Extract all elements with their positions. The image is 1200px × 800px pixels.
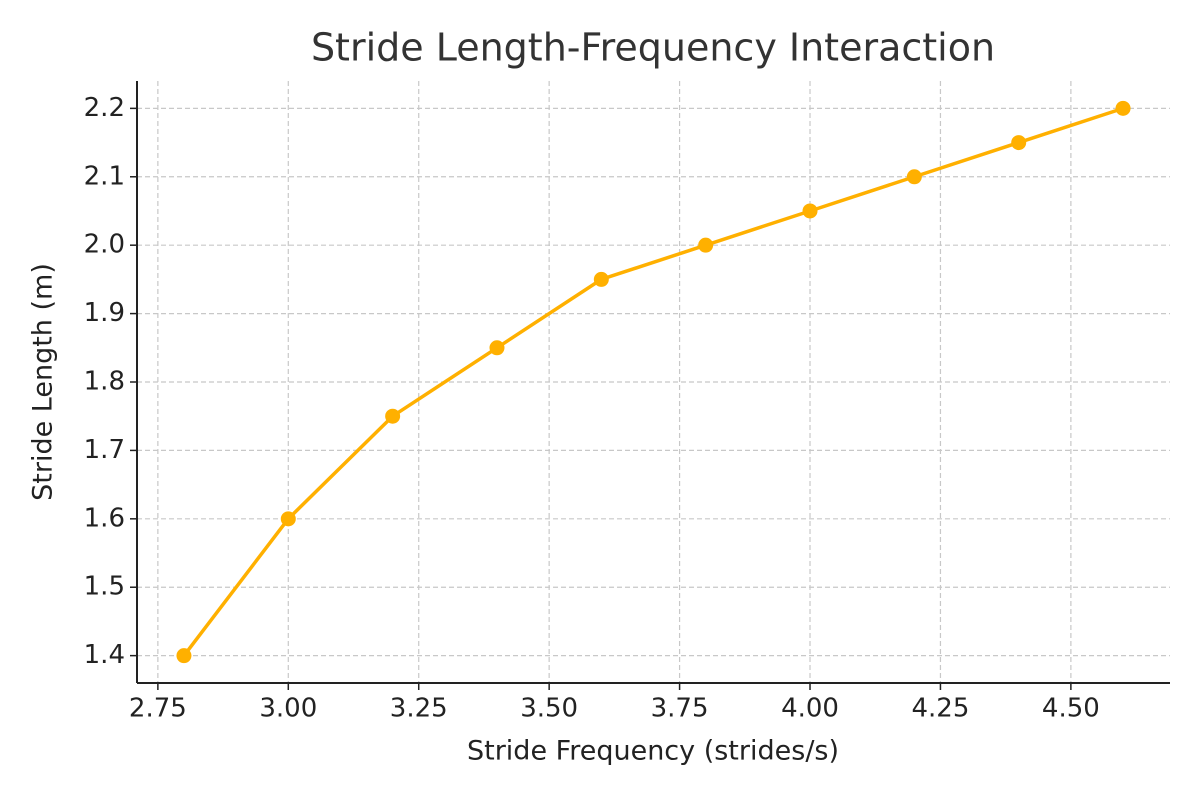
- y-tick-label: 2.0: [84, 230, 125, 260]
- x-axis-label: Stride Frequency (strides/s): [467, 736, 839, 767]
- y-tick-label: 2.2: [84, 93, 125, 123]
- data-point: [802, 203, 818, 219]
- data-point: [1115, 100, 1131, 116]
- data-point: [1011, 135, 1027, 151]
- y-axis-label: Stride Length (m): [28, 263, 59, 501]
- y-tick-label: 1.8: [84, 367, 125, 397]
- chart-title: Stride Length-Frequency Interaction: [311, 26, 995, 70]
- x-tick-label: 4.00: [781, 694, 839, 724]
- data-point: [385, 408, 401, 424]
- data-point: [280, 511, 296, 527]
- y-tick-label: 1.5: [84, 572, 125, 602]
- x-tick-label: 4.25: [911, 694, 969, 724]
- x-tick-label: 2.75: [129, 694, 187, 724]
- x-tick-label: 3.00: [259, 694, 317, 724]
- y-tick-label: 1.9: [84, 298, 125, 328]
- y-tick-label: 1.7: [84, 435, 125, 465]
- y-tick-label: 1.6: [84, 503, 125, 533]
- x-tick-label: 3.50: [520, 694, 578, 724]
- data-line: [182, 106, 1124, 657]
- data-point: [593, 271, 609, 287]
- x-tick-label: 3.25: [390, 694, 448, 724]
- x-tick-label: 4.50: [1042, 694, 1100, 724]
- x-tick-label: 3.75: [651, 694, 709, 724]
- data-point: [489, 340, 505, 356]
- data-point: [906, 169, 922, 185]
- y-tick-label: 1.4: [84, 640, 125, 670]
- y-tick-label: 2.1: [84, 161, 125, 191]
- data-point: [176, 648, 192, 664]
- data-point: [698, 237, 714, 253]
